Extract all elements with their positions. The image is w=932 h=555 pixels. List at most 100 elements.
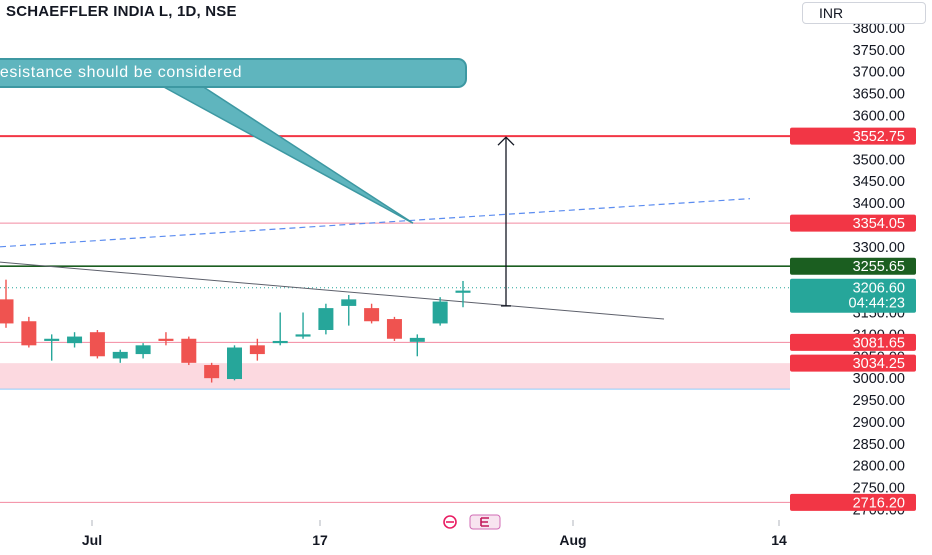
y-tick-label: 3700.00 [853,65,905,81]
x-tick-label: 17 [312,532,328,548]
y-tick-label: 3500.00 [853,152,905,168]
horizontal-levels [0,135,790,503]
candle-body [227,347,242,380]
y-tick-label: 2750.00 [853,481,905,497]
price-label: 3354.05 [790,214,916,232]
y-tick-label: 2800.00 [853,459,905,475]
candle-body [112,351,128,359]
candle [364,303,380,324]
currency-selector[interactable]: INR [802,2,926,24]
price-label-bg [790,493,916,511]
price-label-bg [790,354,916,372]
candle-body [67,336,83,344]
candle-body [0,299,14,324]
candle [181,336,197,366]
descending-trendline [0,261,665,320]
price-label-bg [790,127,916,145]
candle [0,279,14,328]
target-arrow [497,136,515,307]
price-label-text: 3354.05 [853,216,905,232]
candle [204,362,220,383]
y-tick-label: 3000.00 [853,371,905,387]
annotation-text: resistance should be considered [0,64,243,81]
candle-body [341,299,357,306]
candle [67,332,83,348]
price-label-text: 3081.65 [853,335,905,351]
candle [432,297,448,326]
candle-body [181,338,197,363]
y-tick-label: 3650.00 [853,87,905,103]
earnings-e-glyph [480,517,489,527]
y-tick-label: 2900.00 [853,415,905,431]
candle [135,343,151,359]
candle [409,334,425,357]
y-tick-label: 3600.00 [853,108,905,124]
price-label-text: 3255.65 [853,259,905,275]
price-label-text: 3034.25 [853,356,905,372]
candle-body [135,345,151,355]
candle [318,303,334,335]
time-axis[interactable]: Jul 17 Aug 14 [82,520,787,548]
candle [386,316,402,341]
candle [89,330,105,359]
candle [272,312,288,346]
ascending-trendline [0,198,751,248]
price-label: 3081.65 [790,333,916,351]
candle-body [432,301,448,324]
y-tick-label: 3400.00 [853,196,905,212]
y-tick-label: 2850.00 [853,437,905,453]
annotation-callout[interactable]: resistance should be considered [0,58,467,88]
x-tick-label: 14 [771,532,787,548]
last-price-bg [790,278,916,313]
last-price-text: 3206.60 [853,281,905,297]
candle-body [44,338,60,341]
price-label: 3552.75 [790,127,916,145]
arrow-head [497,136,515,146]
candle-body [364,308,380,322]
price-label: 3034.25 [790,354,916,372]
y-tick-label: 3300.00 [853,240,905,256]
candle-body [295,334,311,337]
candle [249,338,265,361]
price-label: 3255.65 [790,257,916,275]
price-label-bg [790,214,916,232]
y-tick-label: 3750.00 [853,43,905,59]
support-zone-fill [0,363,790,390]
price-axis-bg[interactable] [790,0,932,550]
candle [112,349,128,363]
candle [295,312,311,339]
candle-body [158,338,174,341]
candle-body [318,308,334,331]
candles [0,279,471,383]
split-icon [443,515,457,529]
candle [227,345,242,381]
candle-body [21,321,37,346]
price-label-text: 3552.75 [853,129,905,145]
candle [158,332,174,346]
chart-title: SCHAEFFLER INDIA L, 1D, NSE [6,3,237,20]
candle-body [386,319,402,339]
price-label: 2716.20 [790,493,916,511]
candle-body [249,345,265,355]
trendlines [0,198,751,320]
price-labels: 3552.75 3354.05 3255.65 3081.65 3034.25 2716.… [790,127,916,511]
price-label-text: 2716.20 [853,495,905,511]
y-tick-label: 3450.00 [853,174,905,190]
y-tick-label: 2950.00 [853,393,905,409]
candle [21,316,37,348]
support-zone [0,363,790,390]
price-label-bg [790,257,916,275]
candle-body [272,340,288,344]
candle-body [409,337,425,342]
countdown-text: 04:44:23 [849,296,905,312]
candle-body [89,332,105,357]
earnings-badge[interactable] [442,514,502,530]
candle-body [204,365,220,379]
candle-body [455,290,471,293]
candle [341,294,357,326]
x-tick-label: Aug [559,532,586,548]
candle [455,280,471,308]
